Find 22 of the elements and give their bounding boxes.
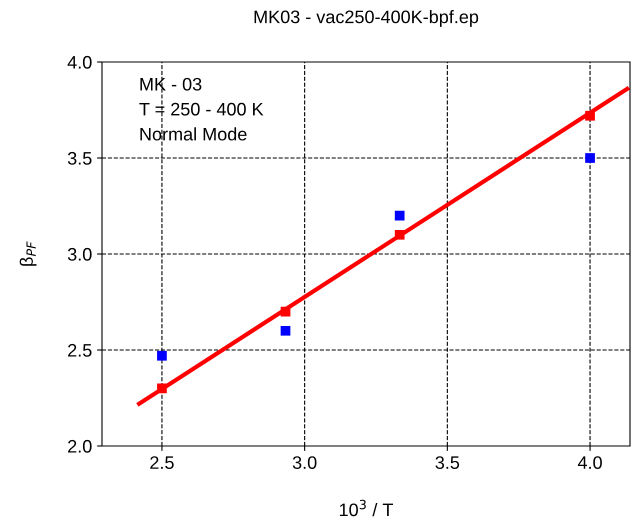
point [157, 384, 167, 394]
x-tick-label: 4.0 [578, 456, 602, 469]
point [585, 153, 595, 163]
y-tick-label: 3.5 [68, 152, 92, 165]
y-axis-title: β$_{PF}$ [20, 241, 36, 266]
x-tick-label: 3.0 [292, 456, 316, 469]
point [280, 326, 290, 336]
point [280, 306, 290, 316]
point [157, 350, 167, 361]
x-tick-label: 2.5 [150, 456, 174, 469]
y-tick-label: 2.0 [68, 440, 92, 453]
point [394, 230, 405, 240]
annotation: MK - 03 [140, 78, 202, 91]
y-tick-label: 3.0 [68, 248, 92, 261]
chart-title: MK03 - vac250-400K-bpf.ep [254, 10, 478, 27]
y-tick-label: 2.5 [68, 344, 92, 357]
x-axis-title: 10$^{3}$ / T [340, 500, 394, 516]
y-tick-label: 4.0 [68, 56, 92, 69]
point [394, 210, 405, 220]
annotation: Normal Mode [140, 127, 247, 141]
point [585, 110, 595, 121]
x-tick-label: 3.5 [435, 456, 460, 469]
